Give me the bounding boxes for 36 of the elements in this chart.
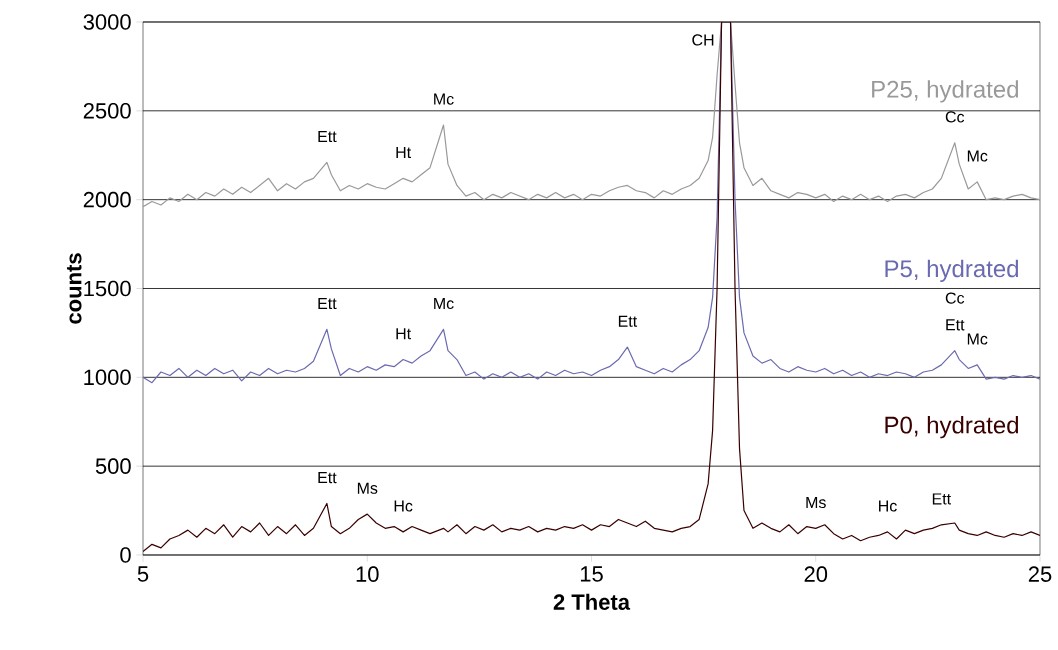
y-tick-label: 1500	[84, 280, 131, 297]
y-tick-label: 0	[120, 547, 131, 563]
annotation: Ht	[396, 328, 412, 340]
x-axis-title: 2 Theta	[553, 593, 631, 610]
y-tick-label: 1000	[84, 369, 131, 386]
annotation: Ett	[946, 319, 965, 331]
annotation: Ms	[806, 496, 826, 509]
annotation: Hc	[394, 500, 413, 512]
y-tick-label: 3000	[83, 14, 131, 30]
annotation: Hc	[879, 500, 897, 512]
annotation: Cc	[945, 111, 965, 123]
text: P25, hydrated	[872, 80, 1018, 103]
annotation: CH	[692, 34, 714, 46]
y-axis-title: counts	[66, 253, 82, 324]
annotation: Ht	[396, 146, 412, 159]
annotation: Ett	[318, 130, 337, 143]
y-tick-label: 2500	[83, 103, 131, 119]
annotation: Mc	[967, 150, 988, 162]
annotation: Mc	[434, 93, 454, 105]
x-tick-label: 25	[1028, 566, 1052, 582]
x-tick-label: 10	[356, 566, 379, 582]
annotation: Ett	[318, 297, 337, 310]
x-tick-label: 20	[804, 566, 828, 582]
annotation: Ett	[618, 315, 638, 327]
x-tick-label: 5	[137, 566, 149, 582]
annotation: Ett	[932, 493, 951, 505]
x-tick-label: 15	[580, 566, 603, 582]
y-tick-label: 500	[95, 458, 131, 474]
y-tick-label: 2000	[83, 191, 131, 208]
text: P0, hydrated	[885, 415, 1018, 439]
annotation: Mc	[434, 297, 454, 310]
annotation: Ett	[318, 472, 337, 484]
annotation: Ms	[357, 482, 378, 494]
annotation: Mc	[967, 333, 988, 345]
annotation: Cc	[945, 292, 965, 304]
text: P5, hydrated	[885, 259, 1018, 282]
